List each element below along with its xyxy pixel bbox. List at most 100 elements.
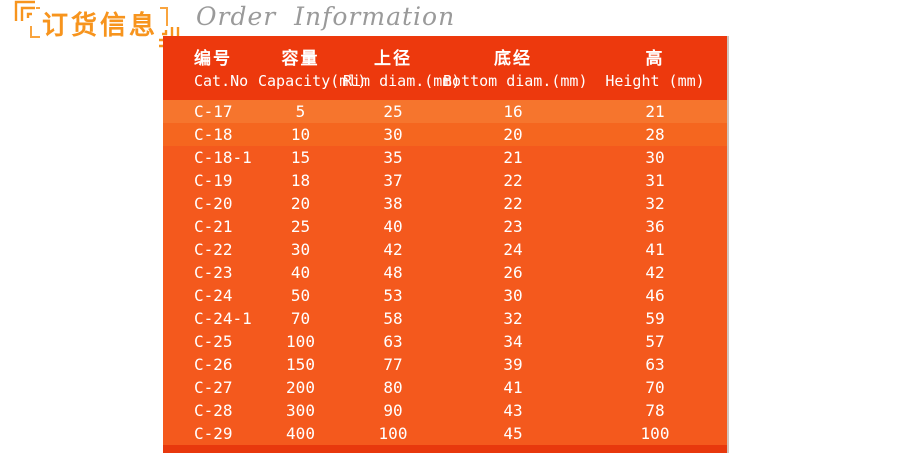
corner-ornament-icon	[14, 0, 36, 26]
table-cell: 18	[290, 171, 311, 190]
table-cell: 24	[503, 240, 523, 259]
table-cell: 10	[290, 125, 311, 144]
table-cell: C-26	[194, 355, 233, 374]
table-cell: 58	[383, 309, 403, 328]
table-cell: C-18	[194, 125, 233, 144]
column-header-en: Cat.No	[194, 72, 249, 90]
table-row: C-21 25 40 23 36	[163, 215, 727, 238]
table-row: C-29 400 100 45 100	[163, 422, 727, 445]
column-header-en: Rim diam.(mm)	[343, 72, 461, 90]
table-cell: 26	[503, 263, 523, 282]
column-header-cn: 容量	[281, 49, 320, 69]
table-row: C-28 300 90 43 78	[163, 399, 727, 422]
table-bottom-strip	[163, 445, 727, 453]
table-cell: C-24-1	[194, 309, 252, 328]
column-header-en: Bottom diam.(mm)	[443, 72, 588, 90]
table-cell: 41	[503, 378, 523, 397]
page-title-english: Order Information	[196, 2, 456, 31]
table-cell: 42	[645, 263, 665, 282]
table-cell: 25	[290, 217, 311, 236]
table-cell: 46	[645, 286, 665, 305]
table-cell: 300	[286, 401, 315, 420]
table-cell: 57	[645, 332, 665, 351]
column-header-en: Capacity(ml)	[258, 72, 367, 90]
column-header: 上径 Rim diam.(mm)	[343, 36, 461, 100]
table-cell: 30	[290, 240, 311, 259]
table-cell: 40	[383, 217, 403, 236]
table-row: C-25 100 63 34 57	[163, 330, 727, 353]
table-cell: 400	[286, 424, 315, 443]
table-cell: 200	[286, 378, 315, 397]
table-cell: 38	[383, 194, 403, 213]
table-cell: C-25	[194, 332, 233, 351]
table-cell: 20	[290, 194, 311, 213]
table-cell: C-29	[194, 424, 233, 443]
table-cell: 63	[383, 332, 403, 351]
column-header-cn: 高	[645, 49, 665, 69]
table-cell: C-19	[194, 171, 233, 190]
table-cell: 21	[645, 102, 665, 121]
table-cell: 100	[378, 424, 408, 443]
table-cell: 32	[503, 309, 523, 328]
table-cell: 41	[645, 240, 665, 259]
table-cell: 59	[645, 309, 665, 328]
table-cell: 32	[645, 194, 665, 213]
table-cell: 36	[645, 217, 665, 236]
table-cell: 53	[383, 286, 403, 305]
table-row: C-18-1 15 35 21 30	[163, 146, 727, 169]
table-cell: 45	[503, 424, 523, 443]
table-row: C-24-1 70 58 32 59	[163, 307, 727, 330]
order-table-wrap: 编号 Cat.No 容量 Capacity(ml) 上径 Rim diam.(mm) 底经 B…	[163, 36, 727, 453]
order-table: 编号 Cat.No 容量 Capacity(ml) 上径 Rim diam.(mm) 底经 B…	[163, 36, 727, 445]
table-cell: 43	[503, 401, 523, 420]
column-header-cn: 上径	[374, 49, 412, 69]
table-cell: C-18-1	[194, 148, 252, 167]
table-cell: 22	[503, 194, 523, 213]
table-cell: 37	[383, 171, 403, 190]
table-row: C-17 5 25 16 21	[163, 100, 727, 123]
table-cell: 30	[503, 286, 523, 305]
table-row: C-24 50 53 30 46	[163, 284, 727, 307]
table-cell: 42	[383, 240, 403, 259]
table-cell: C-17	[194, 102, 233, 121]
table-cell: 34	[503, 332, 523, 351]
table-cell: 100	[286, 332, 315, 351]
table-row: C-19 18 37 22 31	[163, 169, 727, 192]
column-header: 高 Height (mm)	[583, 36, 727, 100]
table-cell: 25	[383, 102, 403, 121]
table-cell: 90	[383, 401, 403, 420]
table-cell: 77	[383, 355, 403, 374]
table-row: C-18 10 30 20 28	[163, 123, 727, 146]
column-header-en: Height (mm)	[605, 72, 705, 90]
table-cell: 5	[295, 102, 306, 121]
table-cell: 16	[503, 102, 523, 121]
table-cell: 28	[645, 125, 665, 144]
table-cell: 30	[383, 125, 403, 144]
order-table-header: 编号 Cat.No 容量 Capacity(ml) 上径 Rim diam.(mm) 底经 B…	[163, 36, 727, 100]
table-cell: 80	[383, 378, 403, 397]
table-row: C-22 30 42 24 41	[163, 238, 727, 261]
table-cell: 63	[645, 355, 665, 374]
table-cell: C-21	[194, 217, 233, 236]
table-cell: 21	[503, 148, 523, 167]
page-title: 订货信息	[40, 6, 160, 41]
table-cell: 78	[645, 401, 665, 420]
table-row: C-27 200 80 41 70	[163, 376, 727, 399]
table-cell: 15	[290, 148, 311, 167]
table-row: C-26 150 77 39 63	[163, 353, 727, 376]
table-row: C-23 40 48 26 42	[163, 261, 727, 284]
table-cell: 23	[503, 217, 523, 236]
column-header: 容量 Capacity(ml)	[258, 36, 367, 100]
table-cell: 35	[383, 148, 403, 167]
table-cell: C-24	[194, 286, 233, 305]
table-cell: 70	[290, 309, 311, 328]
table-cell: 100	[640, 424, 670, 443]
table-cell: C-20	[194, 194, 233, 213]
table-cell: 40	[290, 263, 311, 282]
table-cell: 22	[503, 171, 523, 190]
table-cell: C-27	[194, 378, 233, 397]
column-header: 底经 Bottom diam.(mm)	[443, 36, 588, 100]
table-cell: 31	[645, 171, 665, 190]
table-cell: C-28	[194, 401, 233, 420]
